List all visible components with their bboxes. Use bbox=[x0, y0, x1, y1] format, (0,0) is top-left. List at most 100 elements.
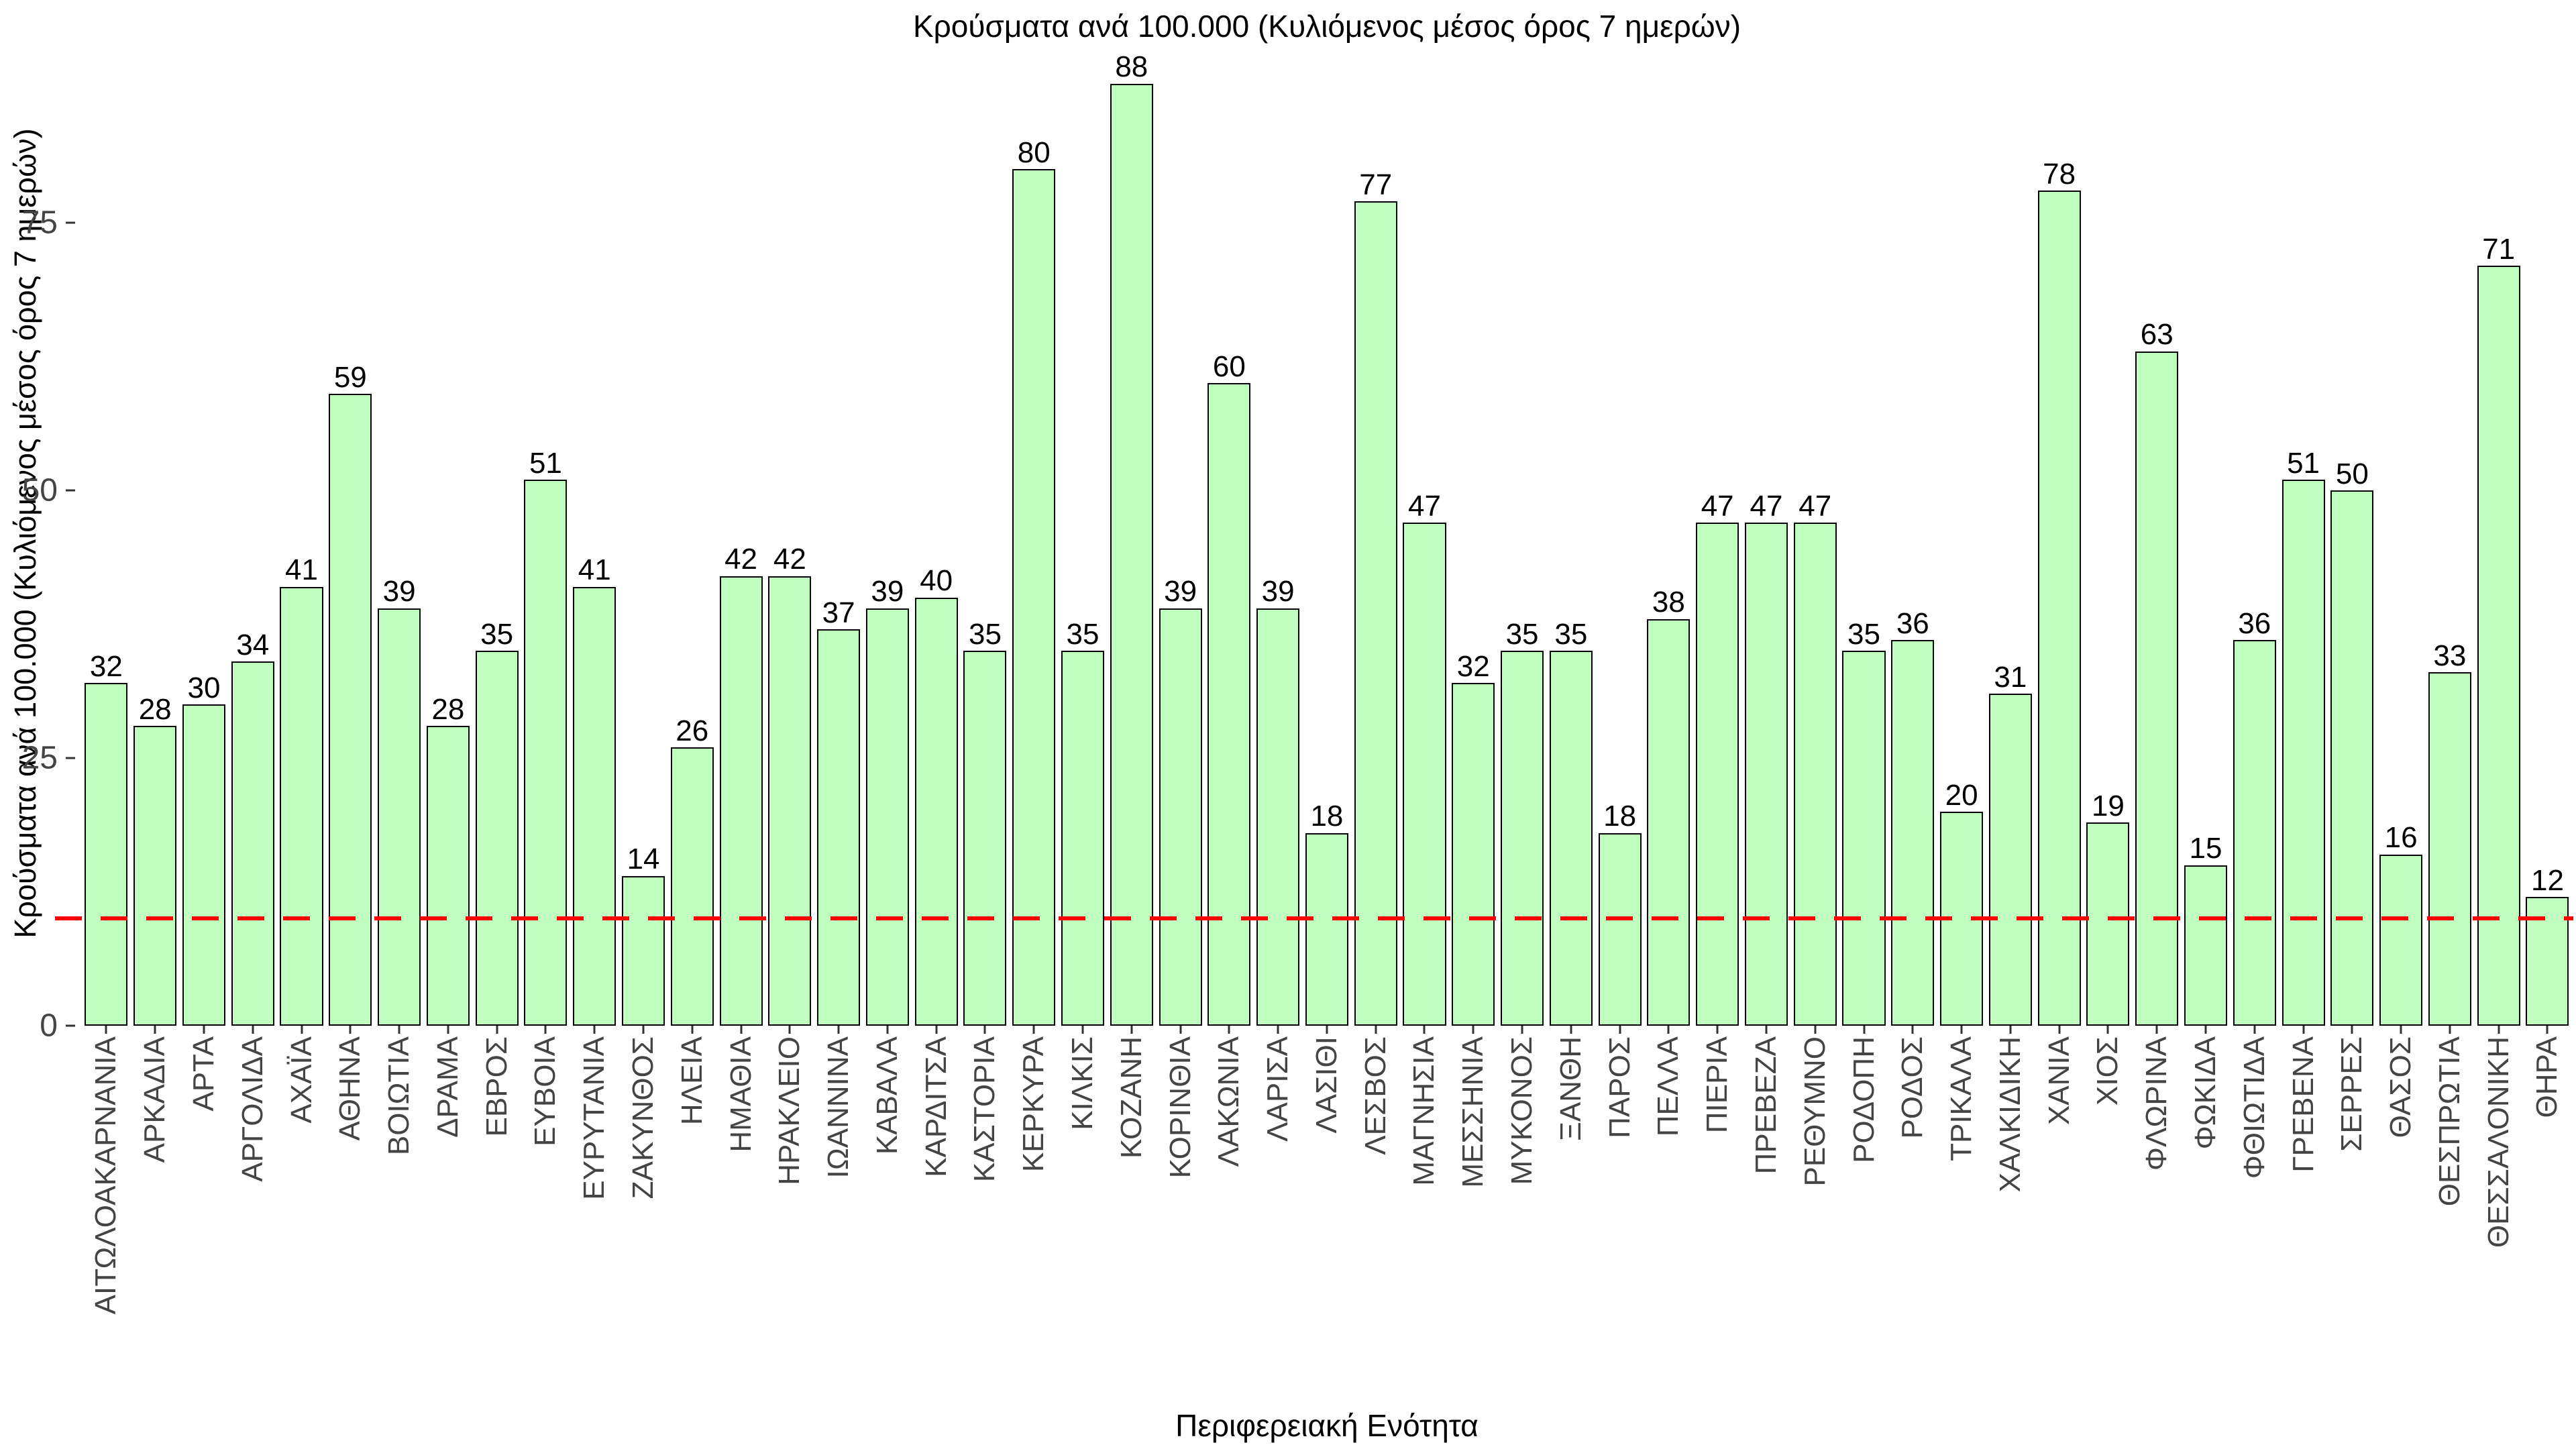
x-tick-mark bbox=[1863, 1026, 1866, 1034]
bar-value-label: 38 bbox=[1652, 586, 1685, 619]
x-category-label: ΠΡΕΒΕΖΑ bbox=[1749, 1036, 1782, 1175]
bar bbox=[1988, 694, 2032, 1026]
bar bbox=[1403, 522, 1446, 1026]
bar bbox=[524, 480, 568, 1026]
x-category-label: ΡΕΘΥΜΝΟ bbox=[1798, 1036, 1831, 1187]
x-category-label: ΧΑΝΙΑ bbox=[2042, 1036, 2076, 1126]
x-tick-mark bbox=[837, 1026, 840, 1034]
x-category-label: ΚΟΡΙΝΘΙΑ bbox=[1163, 1036, 1197, 1179]
bar-value-label: 59 bbox=[333, 361, 367, 394]
x-category-label: ΦΘΙΩΤΙΔΑ bbox=[2237, 1036, 2271, 1179]
bar bbox=[2233, 640, 2276, 1026]
bar-value-label: 12 bbox=[2530, 864, 2564, 898]
bar-group: 35 ΚΑΣΤΟΡΙΑ bbox=[961, 40, 1010, 1182]
bar-group: 35 ΕΒΡΟΣ bbox=[472, 40, 521, 1136]
y-tick-label: 50 bbox=[21, 472, 58, 508]
bar-value-label: 41 bbox=[578, 553, 611, 587]
x-category-label: ΔΡΑΜΑ bbox=[431, 1036, 464, 1138]
x-category-label: ΑΡΚΑΔΙΑ bbox=[138, 1036, 172, 1163]
x-tick-mark bbox=[447, 1026, 449, 1034]
bar-value-label: 40 bbox=[920, 564, 953, 598]
bar bbox=[2135, 351, 2179, 1026]
x-category-label: ΚΟΖΑΝΗ bbox=[1114, 1036, 1148, 1159]
x-category-label: ΗΜΑΘΙΑ bbox=[724, 1036, 757, 1152]
bar-group: 59 ΑΘΗΝΑ bbox=[326, 40, 375, 1141]
bar-value-label: 18 bbox=[1310, 800, 1344, 833]
x-tick-mark bbox=[1716, 1026, 1719, 1034]
x-category-label: ΘΗΡΑ bbox=[2530, 1036, 2564, 1118]
bar bbox=[133, 726, 177, 1026]
x-category-label: ΡΟΔΟΠΗ bbox=[1847, 1036, 1880, 1163]
bar-value-label: 14 bbox=[627, 843, 660, 876]
bar bbox=[182, 704, 225, 1026]
bar bbox=[817, 629, 861, 1026]
x-tick-mark bbox=[203, 1026, 205, 1034]
x-tick-mark bbox=[935, 1026, 938, 1034]
x-tick-mark bbox=[154, 1026, 156, 1034]
x-category-label: ΞΑΝΘΗ bbox=[1554, 1036, 1587, 1141]
bar bbox=[768, 576, 812, 1026]
bar bbox=[865, 608, 909, 1026]
bar-group: 42 ΗΜΑΘΙΑ bbox=[716, 40, 765, 1152]
bar-group: 32 ΑΙΤΩΛΟΑΚΑΡΝΑΝΙΑ bbox=[82, 40, 131, 1314]
x-tick-mark bbox=[1472, 1026, 1474, 1034]
y-tick-label: 25 bbox=[21, 740, 58, 776]
x-tick-mark bbox=[349, 1026, 352, 1034]
x-category-label: ΑΙΤΩΛΟΑΚΑΡΝΑΝΙΑ bbox=[89, 1036, 123, 1315]
bar-value-label: 15 bbox=[2189, 832, 2222, 865]
bar-group: 16 ΘΑΣΟΣ bbox=[2377, 40, 2426, 1138]
bar bbox=[573, 586, 616, 1026]
x-tick-mark bbox=[2449, 1026, 2451, 1034]
bar bbox=[1012, 169, 1056, 1026]
bar-value-label: 33 bbox=[2433, 639, 2467, 673]
bar-value-label: 20 bbox=[1945, 778, 1978, 812]
bar-value-label: 16 bbox=[2384, 821, 2418, 855]
bar bbox=[475, 651, 519, 1026]
x-tick-mark bbox=[2351, 1026, 2353, 1034]
plot-area: 32 ΑΙΤΩΛΟΑΚΑΡΝΑΝΙΑ 28 ΑΡΚΑΔΙΑ 30 ΑΡΤΑ 34 ΑΡΓΟΛΙ… bbox=[55, 40, 2573, 1314]
x-tick-mark bbox=[691, 1026, 694, 1034]
bar bbox=[914, 597, 958, 1026]
x-tick-mark bbox=[983, 1026, 986, 1034]
x-tick-mark bbox=[1228, 1026, 1230, 1034]
x-tick-mark bbox=[301, 1026, 303, 1034]
x-category-label: ΑΡΤΑ bbox=[186, 1036, 220, 1112]
bar-group: 35 ΜΥΚΟΝΟΣ bbox=[1498, 40, 1547, 1185]
x-tick-mark bbox=[642, 1026, 645, 1034]
bar-value-label: 35 bbox=[1505, 618, 1539, 651]
bar-group: 42 ΗΡΑΚΛΕΙΟ bbox=[765, 40, 814, 1185]
bar bbox=[1696, 522, 1739, 1026]
bar-value-label: 32 bbox=[1456, 650, 1490, 684]
bar-value-label: 47 bbox=[1701, 489, 1734, 523]
x-category-label: ΒΟΙΩΤΙΑ bbox=[382, 1036, 416, 1156]
x-tick-mark bbox=[1765, 1026, 1768, 1034]
bar-group: 80 ΚΕΡΚΥΡΑ bbox=[1010, 40, 1059, 1172]
y-tick-mark bbox=[66, 489, 75, 492]
bar-group: 47 ΠΡΕΒΕΖΑ bbox=[1742, 40, 1791, 1174]
x-tick-mark bbox=[2155, 1026, 2158, 1034]
bar bbox=[1452, 683, 1495, 1026]
bar-group: 60 ΛΑΚΩΝΙΑ bbox=[1205, 40, 1254, 1167]
x-tick-mark bbox=[593, 1026, 596, 1034]
x-category-label: ΠΑΡΟΣ bbox=[1603, 1036, 1636, 1138]
bar-group: 33 ΘΕΣΠΡΩΤΙΑ bbox=[2426, 40, 2475, 1206]
x-category-label: ΕΥΒΟΙΑ bbox=[529, 1036, 562, 1146]
x-tick-mark bbox=[1375, 1026, 1377, 1034]
bar-value-label: 78 bbox=[2043, 157, 2076, 191]
x-category-label: ΘΕΣΠΡΩΤΙΑ bbox=[2432, 1036, 2466, 1207]
x-tick-mark bbox=[1814, 1026, 1817, 1034]
bar bbox=[2477, 265, 2520, 1026]
x-category-label: ΚΕΡΚΥΡΑ bbox=[1017, 1036, 1051, 1173]
y-tick-mark bbox=[66, 221, 75, 224]
bar-value-label: 36 bbox=[1896, 607, 1929, 641]
bar-group: 31 ΧΑΛΚΙΔΙΚΗ bbox=[1986, 40, 2035, 1192]
bar-group: 12 ΘΗΡΑ bbox=[2523, 40, 2572, 1118]
bar-value-label: 77 bbox=[1359, 168, 1393, 201]
bar-value-label: 18 bbox=[1603, 800, 1637, 833]
x-category-label: ΣΕΡΡΕΣ bbox=[2335, 1036, 2369, 1152]
x-tick-mark bbox=[544, 1026, 547, 1034]
bar-value-label: 35 bbox=[1847, 618, 1880, 651]
bar-value-label: 63 bbox=[2140, 318, 2174, 352]
x-tick-mark bbox=[1667, 1026, 1670, 1034]
